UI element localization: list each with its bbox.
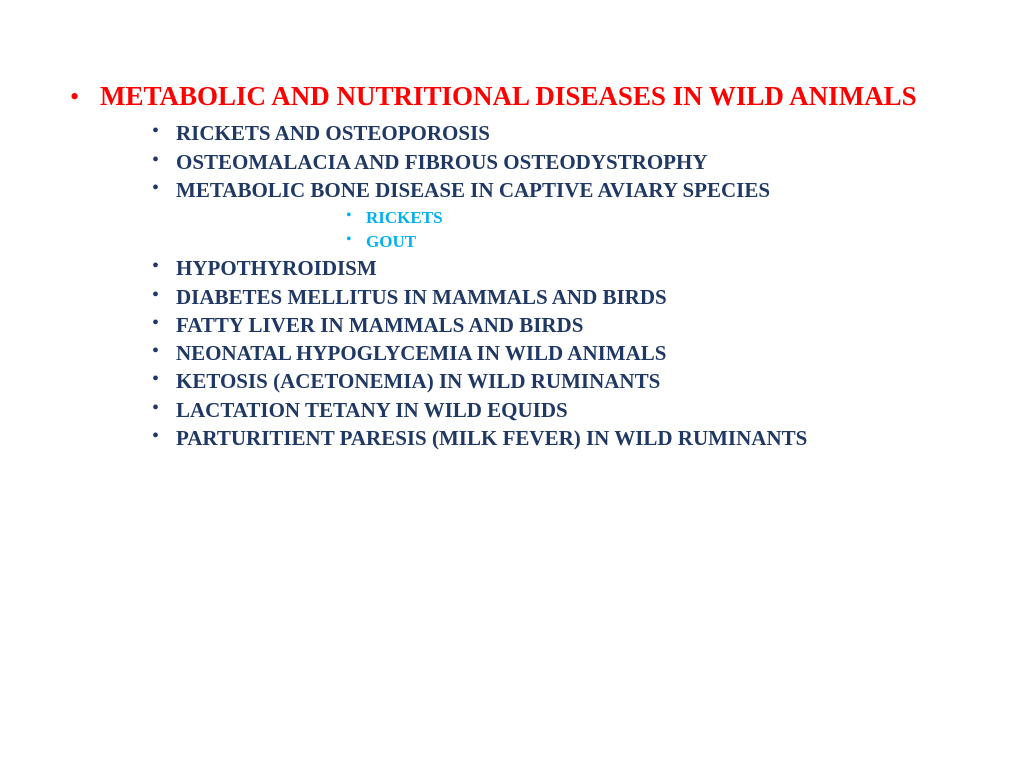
- outline-level-3: RICKETS GOUT: [344, 207, 964, 253]
- item-text: NEONATAL HYPOGLYCEMIA IN WILD ANIMALS: [176, 340, 964, 366]
- list-item: RICKETS: [344, 207, 964, 229]
- item-text: LACTATION TETANY IN WILD EQUIDS: [176, 397, 964, 423]
- list-item: HYPOTHYROIDISM: [148, 255, 964, 281]
- list-item: KETOSIS (ACETONEMIA) IN WILD RUMINANTS: [148, 368, 964, 394]
- item-text: OSTEOMALACIA AND FIBROUS OSTEODYSTROPHY: [176, 149, 964, 175]
- list-item: METABOLIC BONE DISEASE IN CAPTIVE AVIARY…: [148, 177, 964, 253]
- item-text: FATTY LIVER IN MAMMALS AND BIRDS: [176, 312, 964, 338]
- item-text: RICKETS AND OSTEOPOROSIS: [176, 120, 964, 146]
- list-item: NEONATAL HYPOGLYCEMIA IN WILD ANIMALS: [148, 340, 964, 366]
- item-text: PARTURITIENT PARESIS (MILK FEVER) IN WIL…: [176, 425, 964, 451]
- item-text: METABOLIC BONE DISEASE IN CAPTIVE AVIARY…: [176, 177, 964, 203]
- outline-level-1: METABOLIC AND NUTRITIONAL DISEASES IN WI…: [60, 80, 964, 451]
- subitem-text: RICKETS: [366, 207, 964, 229]
- list-item: PARTURITIENT PARESIS (MILK FEVER) IN WIL…: [148, 425, 964, 451]
- item-text: DIABETES MELLITUS IN MAMMALS AND BIRDS: [176, 284, 964, 310]
- title-item: METABOLIC AND NUTRITIONAL DISEASES IN WI…: [60, 80, 964, 451]
- slide-title: METABOLIC AND NUTRITIONAL DISEASES IN WI…: [100, 80, 964, 112]
- outline-level-2: RICKETS AND OSTEOPOROSIS OSTEOMALACIA AN…: [148, 120, 964, 451]
- item-text: KETOSIS (ACETONEMIA) IN WILD RUMINANTS: [176, 368, 964, 394]
- list-item: OSTEOMALACIA AND FIBROUS OSTEODYSTROPHY: [148, 149, 964, 175]
- list-item: RICKETS AND OSTEOPOROSIS: [148, 120, 964, 146]
- subitem-text: GOUT: [366, 231, 964, 253]
- list-item: GOUT: [344, 231, 964, 253]
- list-item: DIABETES MELLITUS IN MAMMALS AND BIRDS: [148, 284, 964, 310]
- item-text: HYPOTHYROIDISM: [176, 255, 964, 281]
- list-item: LACTATION TETANY IN WILD EQUIDS: [148, 397, 964, 423]
- list-item: FATTY LIVER IN MAMMALS AND BIRDS: [148, 312, 964, 338]
